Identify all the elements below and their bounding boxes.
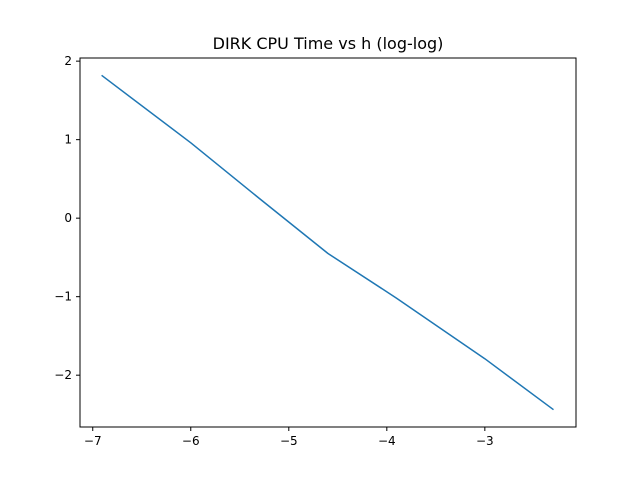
plot-area-frame [79, 57, 577, 428]
x-tick-label: −7 [84, 434, 102, 448]
y-tick-label: 2 [64, 54, 72, 68]
y-tick-label: −2 [54, 368, 72, 382]
ticks-layer: −7 −6 −5 −4 −3 −2 −1 0 1 2 [54, 54, 493, 448]
y-tick-label: −1 [54, 290, 72, 304]
x-tick-label: −3 [476, 434, 494, 448]
y-tick-label: 0 [64, 211, 72, 225]
series-line-0 [101, 74, 554, 411]
y-tick-label: 1 [64, 133, 72, 147]
chart-title: DIRK CPU Time vs h (log-log) [213, 34, 444, 53]
series-layer [101, 74, 554, 411]
x-tick-label: −6 [182, 434, 200, 448]
x-tick-label: −4 [378, 434, 396, 448]
x-tick-label: −5 [280, 434, 298, 448]
